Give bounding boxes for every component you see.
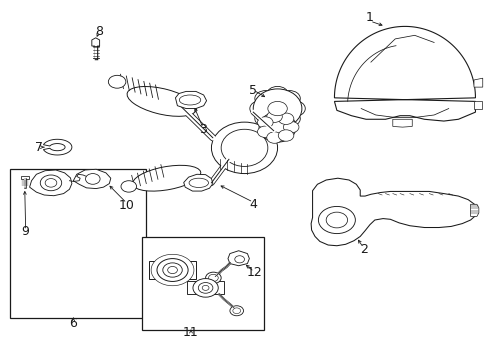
Circle shape xyxy=(40,175,61,191)
Ellipse shape xyxy=(179,95,201,105)
Polygon shape xyxy=(469,204,478,216)
Polygon shape xyxy=(227,251,249,266)
Circle shape xyxy=(232,308,240,314)
Circle shape xyxy=(167,266,177,274)
Polygon shape xyxy=(30,170,72,196)
Polygon shape xyxy=(73,169,111,189)
Circle shape xyxy=(283,121,298,133)
Polygon shape xyxy=(310,178,476,246)
Ellipse shape xyxy=(127,86,196,116)
Circle shape xyxy=(205,272,221,284)
Circle shape xyxy=(278,113,293,125)
Circle shape xyxy=(257,117,272,128)
Circle shape xyxy=(202,285,208,291)
Ellipse shape xyxy=(253,89,301,128)
Text: 9: 9 xyxy=(21,225,29,238)
Circle shape xyxy=(257,126,272,138)
Text: 1: 1 xyxy=(365,11,373,24)
Polygon shape xyxy=(175,91,206,109)
Text: 10: 10 xyxy=(119,198,135,212)
Text: 11: 11 xyxy=(183,326,199,339)
Text: 12: 12 xyxy=(246,266,262,279)
Polygon shape xyxy=(21,176,29,179)
Circle shape xyxy=(198,283,212,293)
Circle shape xyxy=(278,111,300,126)
Circle shape xyxy=(284,101,305,116)
Circle shape xyxy=(267,102,287,116)
Polygon shape xyxy=(473,78,482,87)
Bar xyxy=(10,169,146,318)
Circle shape xyxy=(121,181,136,192)
Text: 4: 4 xyxy=(249,198,257,211)
Text: 2: 2 xyxy=(359,243,367,256)
Circle shape xyxy=(266,111,282,122)
Circle shape xyxy=(266,115,287,131)
Polygon shape xyxy=(92,38,100,46)
Circle shape xyxy=(266,86,287,102)
Text: 6: 6 xyxy=(69,317,77,330)
Circle shape xyxy=(278,91,300,106)
Bar xyxy=(142,237,264,330)
Circle shape xyxy=(229,306,243,316)
Polygon shape xyxy=(473,102,481,109)
Circle shape xyxy=(208,274,218,282)
Circle shape xyxy=(193,279,218,297)
Circle shape xyxy=(163,263,182,277)
Polygon shape xyxy=(43,139,72,155)
Ellipse shape xyxy=(211,122,277,174)
Circle shape xyxy=(254,91,276,106)
Circle shape xyxy=(249,101,271,116)
Circle shape xyxy=(254,111,276,126)
Circle shape xyxy=(153,256,192,284)
Ellipse shape xyxy=(221,129,267,166)
Text: 7: 7 xyxy=(35,141,43,154)
Circle shape xyxy=(278,130,293,141)
Circle shape xyxy=(151,254,194,286)
Polygon shape xyxy=(149,261,196,279)
Circle shape xyxy=(266,132,282,143)
Text: 8: 8 xyxy=(95,25,102,38)
Polygon shape xyxy=(183,174,212,191)
Circle shape xyxy=(85,174,100,184)
Ellipse shape xyxy=(259,112,295,142)
Text: 5: 5 xyxy=(249,84,257,97)
Text: 3: 3 xyxy=(199,123,207,136)
Polygon shape xyxy=(334,26,474,121)
Circle shape xyxy=(45,179,57,187)
Circle shape xyxy=(157,258,188,282)
Ellipse shape xyxy=(189,178,208,188)
Circle shape xyxy=(234,256,244,263)
Ellipse shape xyxy=(132,165,201,191)
Polygon shape xyxy=(187,282,224,294)
Circle shape xyxy=(318,206,355,234)
Circle shape xyxy=(108,75,125,88)
Circle shape xyxy=(325,212,347,228)
Polygon shape xyxy=(392,119,411,127)
